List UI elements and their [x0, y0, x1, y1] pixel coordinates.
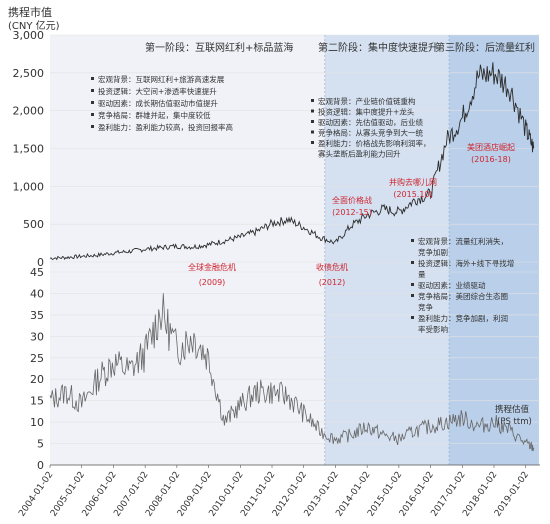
bottom-y-tick-label: 5 — [37, 438, 44, 451]
annotations: 携程市值(CNY 亿元) 第一阶段：互联网红利+标品蓝海 第二阶段：集中度快速提升第… — [8, 5, 535, 427]
bottom-y-tick-label: 10 — [30, 416, 44, 429]
phase-2-note-line: 投资逻辑：集中度提升+龙头 — [318, 107, 415, 117]
event-label-5: 美团酒店崛起 — [467, 142, 515, 152]
ps-valuation-series-line — [49, 293, 535, 452]
market-cap-series-line — [49, 62, 535, 261]
phase-3-note-line: 盈利能力：竞争加剧，利润 — [418, 313, 508, 323]
event-label-1: 全球金融危机 — [188, 262, 236, 272]
top-y-tick-label: 1,000 — [13, 180, 45, 193]
top-y-tick-label: 2,500 — [13, 67, 45, 80]
bottom-y-tick-label: 25 — [30, 352, 44, 365]
phase-2-note-line: 宏观背景：产业链价值链重构 — [318, 96, 416, 106]
phase-title-1: 第一阶段：互联网红利+标品蓝海 — [145, 41, 293, 54]
bottom-y-tick-label: 40 — [30, 287, 44, 300]
phase-2-note-line: 寡头垄断后盈利能力回升 — [318, 149, 401, 159]
note-bullet — [311, 99, 314, 102]
note-bullet — [91, 101, 94, 104]
event-sub-5: (2016-18) — [471, 155, 511, 164]
note-bullet — [411, 261, 414, 264]
phase-3-note-line: 竞争加剧 — [418, 247, 448, 257]
note-bullet — [311, 120, 314, 123]
gridlines — [50, 34, 540, 466]
phase-3-note-line: 率受影响 — [418, 324, 448, 334]
phase-3-note-line: 宏观背景：流量红利消失， — [418, 236, 508, 246]
event-sub-3: (2012-15) — [332, 208, 372, 217]
top-y-tick-label: 0 — [37, 256, 44, 269]
phase-backgrounds — [50, 35, 539, 465]
phase-1-note-line: 宏观背景：互联网红利+旅游高速发展 — [98, 74, 225, 84]
top-y-tick-label: 3,000 — [13, 29, 45, 42]
series-name-label: 携程估值 — [495, 404, 530, 415]
phase-title-3: 第三阶段：后流量红利 — [435, 41, 535, 54]
note-bullet — [91, 77, 94, 80]
note-bullet — [91, 125, 94, 128]
series-lines — [49, 62, 535, 452]
top-y-tick-label: 2,000 — [13, 105, 45, 118]
phase-2-note-line: 驱动因素：先估值驱动，后业绩 — [318, 117, 423, 127]
note-bullet — [311, 109, 314, 113]
note-bullet — [91, 89, 94, 92]
bottom-y-tick-label: 20 — [30, 373, 44, 386]
note-bullet — [411, 239, 414, 242]
phase-band-3 — [449, 35, 539, 465]
phase-3-note-line: 竞争格局：美团综合生态圈 — [418, 291, 508, 301]
phase-title-2: 第二阶段：集中度快速提升 — [318, 41, 438, 54]
event-label-4: 并购去哪儿网 — [389, 177, 437, 187]
top-y-axis-title: 携程市值 — [8, 5, 52, 19]
note-bullet — [411, 316, 414, 319]
bottom-y-tick-label: 35 — [30, 309, 44, 322]
event-sub-1: (2009) — [199, 278, 226, 287]
phase-3-note-line: 投资逻辑：海外+线下寻找增 — [418, 258, 514, 268]
bottom-y-tick-label: 30 — [30, 330, 44, 343]
phase-3-note-line: 驱动因素：业绩驱动 — [418, 280, 486, 290]
bottom-y-tick-label: 0 — [37, 459, 44, 472]
phase-2-note-line: 竞争格局：从寡头竞争到大一统 — [318, 128, 423, 138]
note-bullet — [311, 130, 314, 134]
top-y-tick-label: 1,500 — [13, 143, 45, 156]
phase-1-note-line: 驱动因素：成长期估值驱动市值提升 — [98, 98, 218, 108]
note-bullet — [411, 283, 414, 286]
series-note-label: (PS ttm) — [497, 417, 532, 427]
event-label-2: 收债危机 — [316, 262, 348, 272]
note-bullet — [411, 294, 414, 297]
phase-2-note-line: 盈利能力：价格战先影响利润率， — [318, 138, 431, 148]
note-bullet — [311, 141, 314, 144]
phase-1-note-line: 投资逻辑：大空间+渗透率快速提升 — [98, 86, 217, 96]
phase-1-note-line: 盈利能力：盈利能力较高，投资回报率高 — [98, 122, 233, 132]
phase-band-2 — [324, 35, 450, 465]
bottom-y-tick-label: 45 — [30, 266, 44, 279]
event-sub-2: (2012) — [319, 278, 346, 287]
top-y-axis-unit: (CNY 亿元) — [8, 19, 60, 32]
note-bullet — [91, 113, 94, 116]
event-sub-4: (2015.10) — [393, 190, 432, 199]
top-y-tick-label: 500 — [23, 218, 44, 231]
bottom-y-tick-label: 15 — [30, 395, 44, 408]
x-tick-label: 2019-01-02 — [493, 470, 531, 519]
phase-3-note-line: 竞争 — [418, 302, 433, 312]
phase-3-note-line: 量 — [418, 270, 426, 279]
event-label-3: 全面价格战 — [332, 195, 372, 205]
phase-1-note-line: 竞争格局：群雄并起，集中度较低 — [98, 110, 211, 120]
